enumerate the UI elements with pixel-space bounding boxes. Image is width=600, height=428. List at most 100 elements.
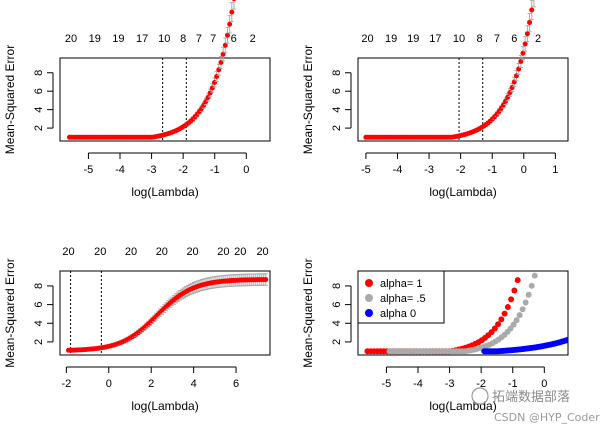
legend-label: alpha 0 — [380, 308, 416, 320]
top-axis-label: 19 — [89, 33, 101, 45]
x-tick-label: -4 — [413, 378, 423, 390]
series-point — [556, 112, 562, 118]
top-axis-label: 20 — [94, 246, 106, 258]
top-axis-label: 8 — [180, 33, 186, 45]
series-layer — [364, 35, 568, 355]
data-point — [522, 41, 528, 47]
top-axis-label: 6 — [511, 33, 517, 45]
y-tick-label: 2 — [331, 125, 343, 131]
series-point — [565, 336, 568, 343]
series-point — [510, 321, 517, 328]
x-tick-label: 0 — [243, 164, 249, 176]
x-axis-title: log(Lambda) — [429, 399, 496, 413]
top-axis-label: 20 — [217, 246, 229, 258]
x-tick-label: -1 — [508, 378, 518, 390]
series-point — [524, 235, 530, 241]
series-point — [525, 291, 532, 298]
top-axis-label: 6 — [231, 33, 237, 45]
x-axis-title: log(Lambda) — [131, 185, 198, 199]
data-point — [222, 42, 228, 48]
legend-marker — [365, 279, 373, 287]
watermark-logo-icon — [471, 387, 489, 405]
y-axis-title: Mean-Squared Error — [3, 258, 17, 367]
cv-plot-alpha-comparison: -5 -4 -3 -2 -1 0 2 4 6 8 log(Lambda) Mean-Squared E… — [301, 35, 569, 413]
y-tick-label: 8 — [33, 70, 45, 76]
top-axis-label: 8 — [477, 33, 483, 45]
cv-plot-ridge-bottom-left: -2 0 2 4 6 2 4 6 8 log(Lambda) Mean-Squared Error 2… — [3, 246, 271, 413]
x-tick-label: -3 — [445, 378, 455, 390]
top-axis-label: 17 — [136, 33, 148, 45]
series-point — [528, 216, 534, 222]
top-axis-label: 17 — [429, 33, 441, 45]
y-tick-label: 8 — [331, 283, 343, 289]
x-tick-label: -2 — [456, 164, 466, 176]
top-axis-label: 20 — [125, 246, 137, 258]
y-axis-title: Mean-Squared Error — [3, 45, 17, 154]
series-point — [531, 272, 538, 279]
y-tick-label: 6 — [33, 302, 45, 308]
y-tick-label: 2 — [33, 125, 45, 131]
x-tick-label: 6 — [233, 378, 239, 390]
data-point — [527, 19, 533, 25]
series-point — [544, 214, 550, 220]
series-point — [508, 296, 515, 303]
data-point — [220, 51, 226, 57]
series-point — [541, 232, 547, 238]
top-axis-label: 10 — [453, 33, 465, 45]
data-point — [520, 50, 526, 56]
top-axis-label: 2 — [535, 33, 541, 45]
legend-label: alpha= .5 — [380, 293, 426, 305]
y-tick-label: 4 — [33, 320, 45, 326]
watermark-line2: CSDN @HYP_Coder — [494, 411, 600, 424]
series-point — [491, 325, 498, 332]
top-axis-label: 7 — [196, 33, 202, 45]
x-tick-label: 4 — [191, 378, 197, 390]
series-point — [535, 261, 541, 267]
x-tick-label: -1 — [210, 164, 220, 176]
top-axis-label: 20 — [234, 246, 246, 258]
x-tick-label: 2 — [148, 378, 154, 390]
top-axis-label: 19 — [407, 33, 419, 45]
series-point — [534, 169, 540, 175]
x-tick-label: 0 — [541, 378, 547, 390]
series-point — [495, 321, 502, 328]
series-point — [562, 35, 568, 41]
top-axis-label: 19 — [385, 33, 397, 45]
data-point — [231, 0, 237, 2]
top-axis-label: 20 — [156, 246, 168, 258]
x-tick-label: -2 — [476, 378, 486, 390]
x-tick-label: -3 — [147, 164, 157, 176]
x-tick-label: -2 — [178, 164, 188, 176]
x-tick-label: -4 — [393, 164, 403, 176]
series-point — [531, 194, 537, 200]
series-point — [553, 143, 559, 149]
plot-frame — [59, 270, 271, 356]
data-point — [205, 94, 211, 100]
y-tick-label: 8 — [331, 70, 343, 76]
data-point — [503, 98, 509, 104]
data-point — [229, 9, 235, 15]
top-axis-label: 10 — [158, 33, 170, 45]
series-point — [559, 76, 565, 82]
series-point — [538, 139, 544, 145]
data-point — [505, 94, 511, 100]
series-point — [498, 316, 505, 323]
watermark: 拓端数据部落 CSDN @HYP_Coder — [471, 387, 600, 424]
y-tick-label: 6 — [331, 88, 343, 94]
plot-frame — [59, 57, 271, 142]
top-axis-label: 20 — [361, 33, 373, 45]
x-tick-label: -2 — [61, 378, 71, 390]
y-axis-title: Mean-Squared Error — [301, 258, 315, 367]
top-axis-label: 2 — [250, 33, 256, 45]
x-tick-label: -5 — [382, 378, 392, 390]
series-point — [511, 287, 518, 294]
data-point — [524, 31, 530, 37]
x-tick-label: -1 — [487, 164, 497, 176]
data-point — [224, 32, 230, 38]
top-axis-label: 19 — [112, 33, 124, 45]
series-point — [528, 282, 535, 289]
x-axis-title: log(Lambda) — [429, 185, 496, 199]
data-point — [529, 7, 535, 13]
top-axis-label: 20 — [256, 246, 268, 258]
